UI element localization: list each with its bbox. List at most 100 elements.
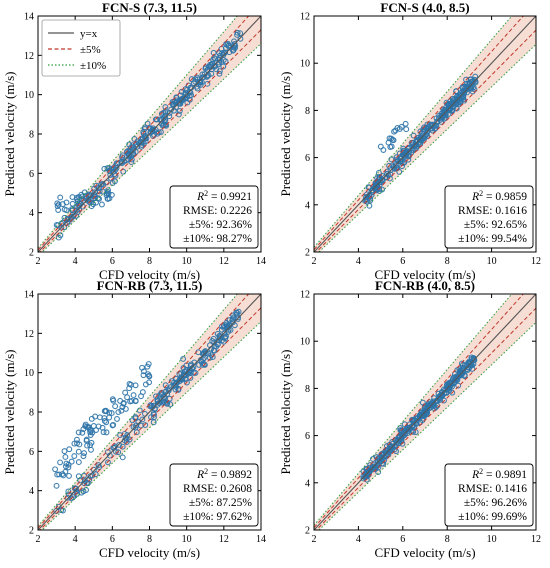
minus-10pct-line (318, 43, 536, 252)
scatter-point (178, 88, 185, 95)
scatter-point (220, 51, 227, 58)
scatter-point (392, 127, 399, 134)
scatter-point (108, 410, 115, 417)
scatter-point (431, 403, 438, 410)
scatter-point (366, 184, 373, 191)
scatter-point (122, 389, 129, 396)
scatter-point (124, 394, 131, 401)
stat-rmse: RMSE: 0.1616 (458, 205, 527, 217)
scatter-point (209, 60, 216, 67)
scatter-point (61, 448, 68, 455)
scatter-point (412, 141, 419, 148)
scatter-point (87, 196, 94, 203)
y-tick-label: 12 (300, 12, 310, 23)
scatter-point (115, 409, 122, 416)
y-tick-label: 8 (305, 106, 310, 117)
identity-line (38, 16, 261, 252)
x-tick-label: 14 (256, 256, 266, 267)
x-tick-label: 2 (312, 534, 317, 545)
scatter-point (75, 448, 82, 455)
scatter-point (364, 191, 370, 198)
scatter-point (63, 207, 70, 214)
scatter-point (80, 488, 87, 495)
scatter-point (402, 120, 409, 127)
y-tick-label: 6 (29, 169, 34, 180)
x-tick-label: 12 (531, 256, 541, 267)
scatter-point (198, 79, 205, 86)
panel-4: 2 4 6 8 10 12 2 4 6 8 10 12 FCN-RB (4.0, 8.5) CFD vel… (278, 278, 541, 560)
scatter-point (52, 466, 59, 473)
scatter-point (66, 446, 73, 453)
plus-10pct-line (38, 294, 239, 527)
x-tick-label: 8 (445, 256, 450, 267)
scatter-point (126, 380, 133, 387)
plus-10pct-line (314, 294, 513, 526)
x-axis-label: CFD velocity (m/s) (99, 545, 200, 560)
y-tick-label: 8 (29, 408, 34, 419)
scatter-point (79, 193, 86, 200)
scatter-point (426, 126, 433, 133)
y-tick-label: 4 (29, 486, 34, 497)
y-tick-label: 2 (29, 248, 34, 259)
scatter-point (106, 414, 113, 421)
scatter-point (388, 143, 395, 150)
stats-box (444, 185, 534, 249)
x-tick-label: 6 (110, 256, 115, 267)
scatter-point (386, 162, 393, 169)
scatter-point (62, 468, 69, 475)
stat-r2: R2 = 0.9859 (471, 189, 527, 204)
x-tick-label: 4 (356, 534, 361, 545)
scatter-point (180, 356, 187, 362)
scatter-point (202, 64, 209, 71)
scatter-point (98, 181, 105, 188)
scatter-point (186, 367, 193, 373)
stat-rmse: RMSE: 0.1416 (458, 483, 527, 495)
scatter-point (389, 443, 396, 450)
y-tick-label: 10 (24, 368, 34, 379)
scatter-point (375, 169, 382, 176)
y-axis-label: Predicted velocity (m/s) (278, 350, 293, 475)
x-axis-label: CFD velocity (m/s) (374, 267, 475, 282)
scatter-point (471, 356, 478, 363)
scatter-point (418, 408, 425, 415)
scatter-point (167, 401, 174, 408)
plus-5pct-line (314, 294, 524, 528)
scatter-point (237, 35, 244, 42)
scatter-point (162, 399, 169, 406)
scatter-point (111, 178, 118, 185)
scatter-point (183, 379, 190, 386)
scatter-point (217, 52, 224, 59)
identity-line (38, 294, 261, 530)
scatter-point (232, 45, 238, 51)
scatter-point (126, 436, 133, 443)
plot-frame (313, 15, 537, 253)
identity-line (314, 16, 536, 252)
scatter-point (119, 454, 126, 461)
scatter-point (152, 116, 159, 123)
scatter-point (405, 156, 412, 163)
scatter-point (106, 195, 113, 202)
panel-3: 2 4 6 8 10 12 14 2 4 6 8 10 12 14 FCN-RB (7.3, 11.5) CF… (2, 278, 266, 560)
scatter-point (377, 143, 384, 150)
scatter-point (73, 212, 80, 219)
scatter-point (99, 424, 106, 431)
scatter-point (456, 372, 463, 379)
panel-title: FCN-RB (4.0, 8.5) (375, 278, 475, 293)
scatter-point (93, 427, 100, 433)
stat-10pct: ±10%: 99.54% (458, 233, 527, 245)
scatter-point (422, 408, 429, 414)
scatter-point (204, 80, 211, 87)
stat-5pct: ±5%: 92.36% (189, 219, 253, 231)
minus-5pct-line (315, 307, 536, 530)
scatter-point (79, 429, 86, 436)
scatter-point (205, 350, 212, 357)
scatter-point (68, 458, 75, 465)
y-tick-label: 4 (29, 208, 34, 219)
plus-10pct-line (314, 16, 513, 248)
scatter-point (225, 43, 232, 49)
scatter-point (209, 354, 216, 361)
y-tick-label: 6 (305, 431, 310, 442)
stat-r2: R2 = 0.9892 (196, 467, 252, 482)
stats-box (444, 463, 534, 527)
minus-5pct-line (315, 29, 536, 252)
